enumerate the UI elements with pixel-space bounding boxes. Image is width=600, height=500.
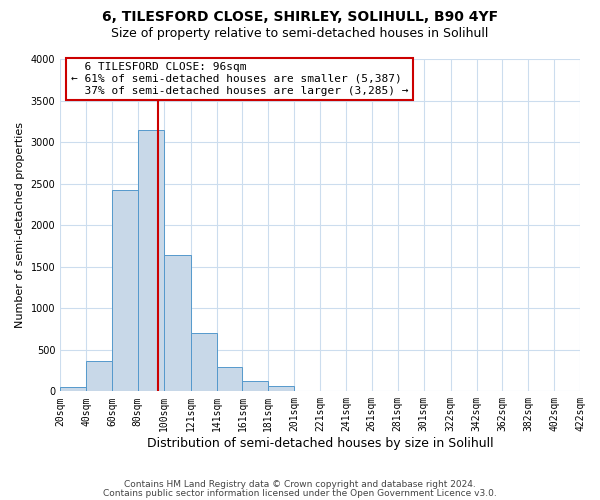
Text: 6, TILESFORD CLOSE, SHIRLEY, SOLIHULL, B90 4YF: 6, TILESFORD CLOSE, SHIRLEY, SOLIHULL, B… bbox=[102, 10, 498, 24]
Text: Contains HM Land Registry data © Crown copyright and database right 2024.: Contains HM Land Registry data © Crown c… bbox=[124, 480, 476, 489]
Bar bbox=[164, 255, 191, 392]
Bar bbox=[60, 387, 86, 392]
Bar bbox=[138, 130, 164, 392]
Bar bbox=[268, 386, 294, 392]
Text: Contains public sector information licensed under the Open Government Licence v3: Contains public sector information licen… bbox=[103, 489, 497, 498]
Text: Size of property relative to semi-detached houses in Solihull: Size of property relative to semi-detach… bbox=[112, 28, 488, 40]
Bar bbox=[217, 367, 242, 392]
Bar bbox=[191, 333, 217, 392]
Y-axis label: Number of semi-detached properties: Number of semi-detached properties bbox=[15, 122, 25, 328]
Bar bbox=[242, 380, 268, 392]
X-axis label: Distribution of semi-detached houses by size in Solihull: Distribution of semi-detached houses by … bbox=[147, 437, 493, 450]
Bar bbox=[86, 360, 112, 392]
Text: 6 TILESFORD CLOSE: 96sqm  
← 61% of semi-detached houses are smaller (5,387)
  3: 6 TILESFORD CLOSE: 96sqm ← 61% of semi-d… bbox=[71, 62, 408, 96]
Bar bbox=[112, 190, 138, 392]
